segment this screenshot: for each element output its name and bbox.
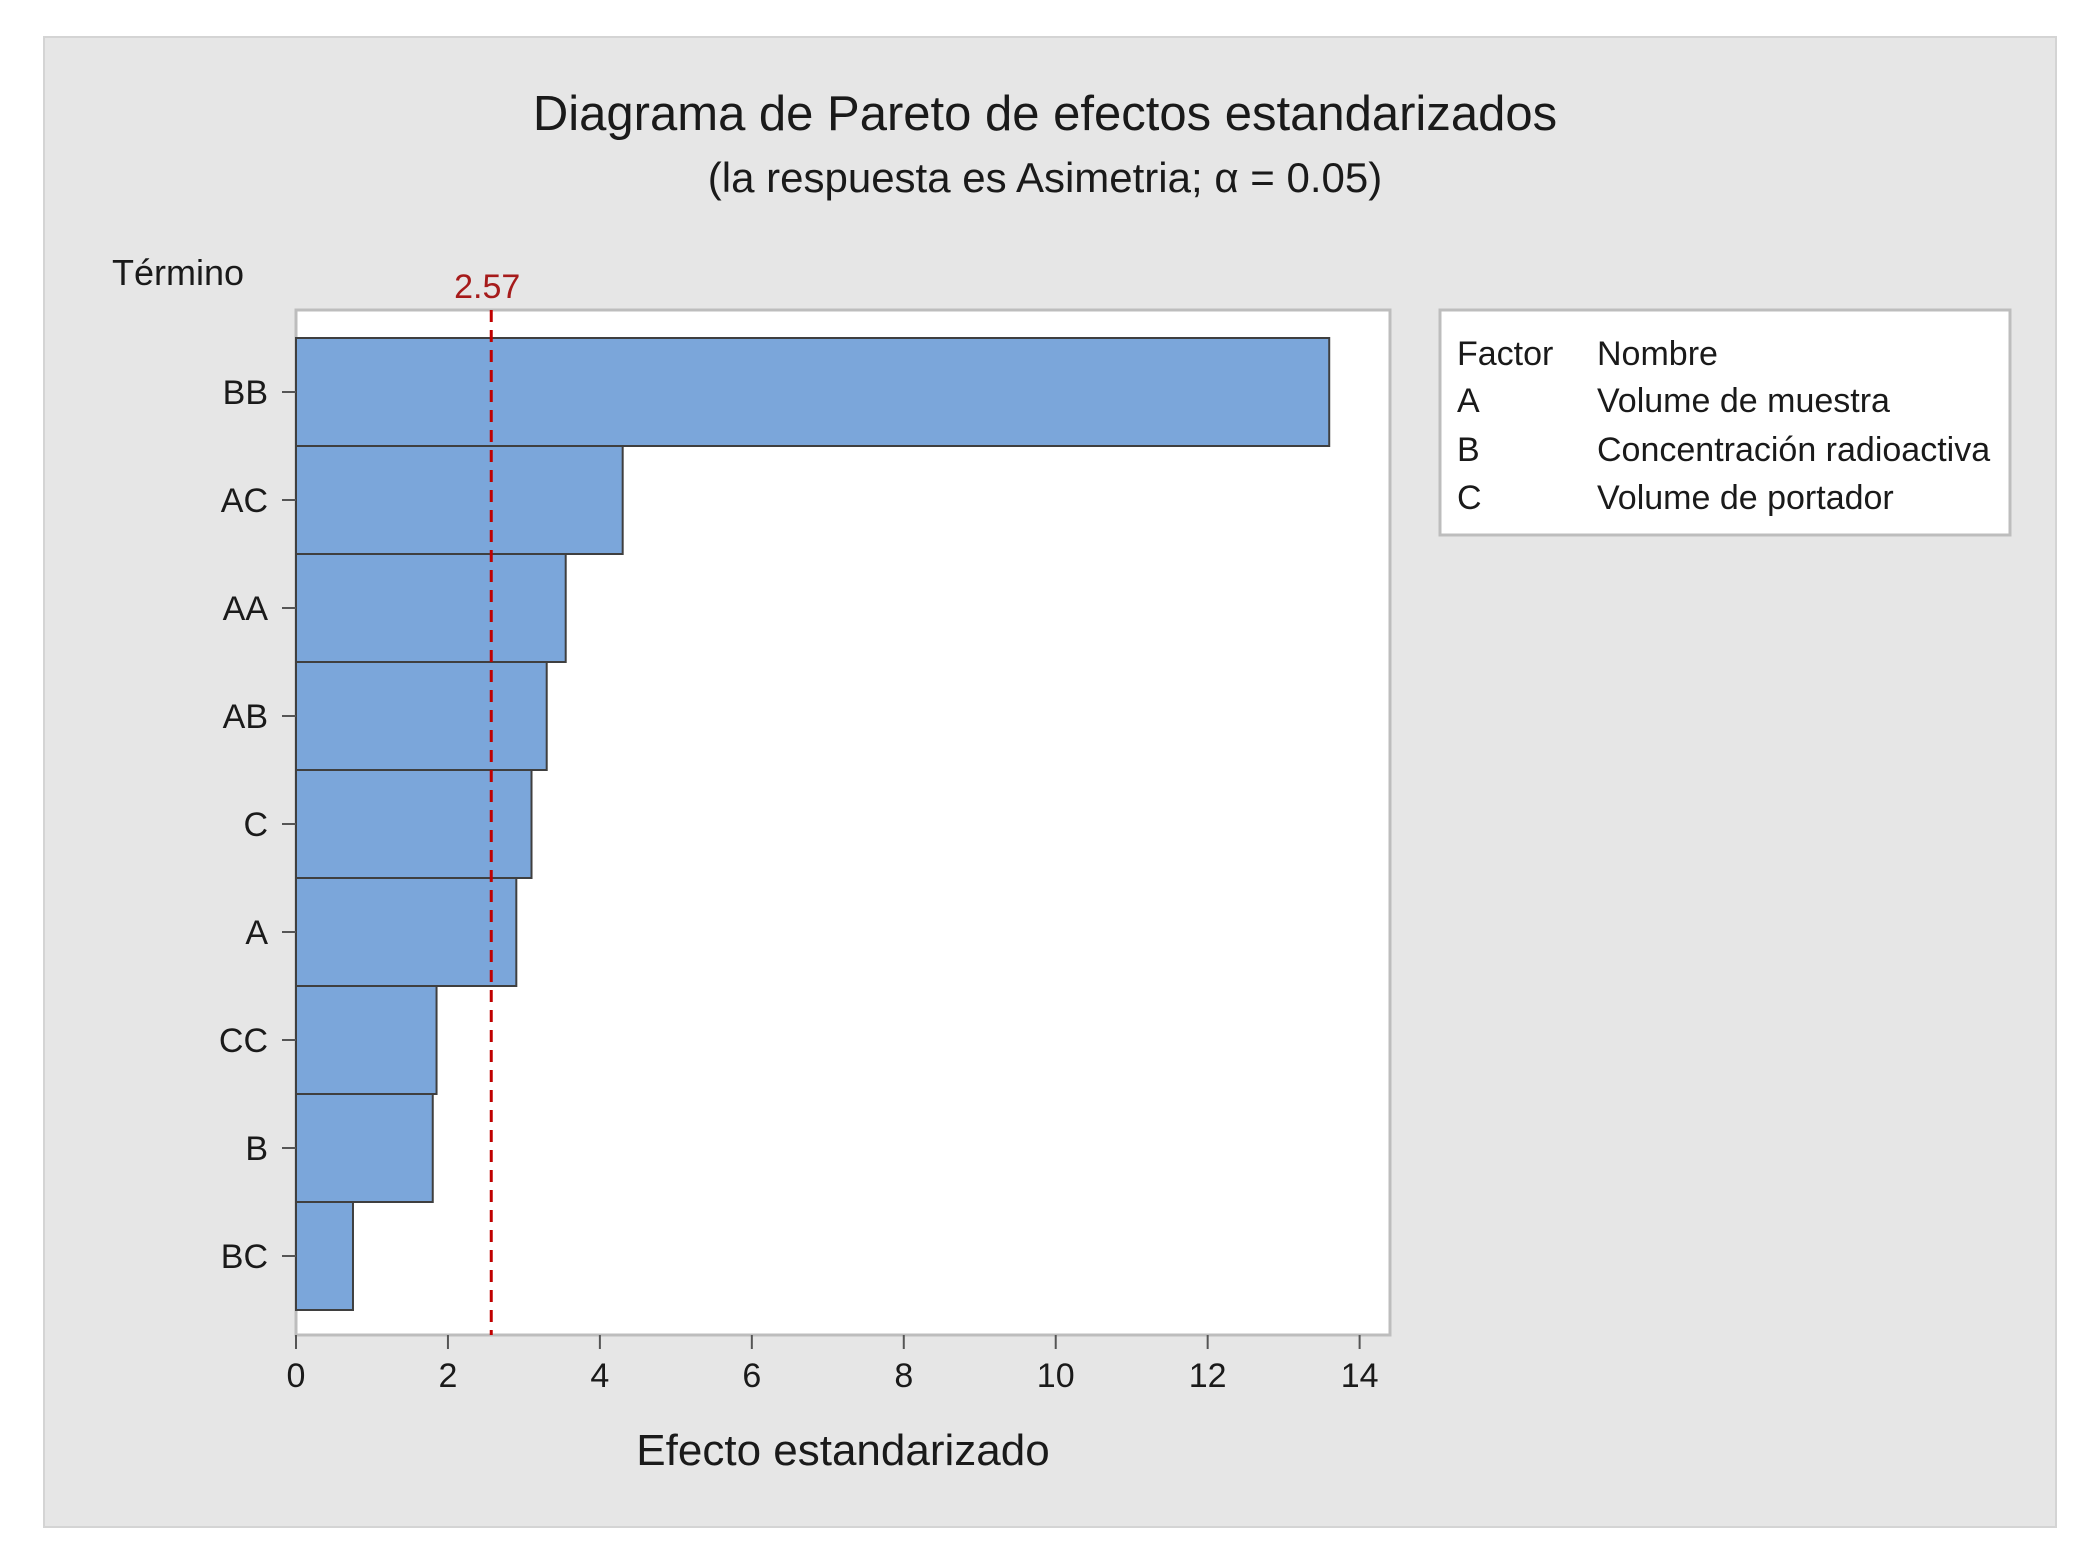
- legend-factor-a: A: [1457, 382, 1480, 420]
- x-ticks-layer: 0 2 4 6 8 10 12 14: [287, 1335, 1379, 1395]
- x-tick-label-14: 14: [1341, 1357, 1379, 1395]
- bar-c: [295, 769, 533, 879]
- x-tick-label-10: 10: [1037, 1357, 1075, 1395]
- y-tick-label-ab: AB: [223, 698, 268, 736]
- bar-cc: [295, 985, 438, 1095]
- y-tick-label-aa: AA: [223, 590, 269, 628]
- y-tick-label-a: A: [245, 914, 268, 952]
- x-tick-label-6: 6: [742, 1357, 761, 1395]
- bar-a: [295, 877, 518, 987]
- y-tick-label-bb: BB: [223, 374, 268, 412]
- chart-title: Diagrama de Pareto de efectos estandariz…: [533, 87, 1557, 141]
- y-tick-label-bc: BC: [221, 1238, 268, 1276]
- x-tick-label-0: 0: [287, 1357, 306, 1395]
- legend-factor-b: B: [1457, 431, 1480, 469]
- legend-header-factor: Factor: [1457, 335, 1553, 373]
- reference-line-label: 2.57: [454, 268, 520, 306]
- bar-bc: [295, 1201, 354, 1311]
- bar-bb: [295, 337, 1331, 447]
- bar-aa: [295, 553, 567, 663]
- legend-box: [1438, 308, 2012, 537]
- legend-name-b: Concentración radioactiva: [1597, 431, 1990, 469]
- x-axis-label: Efecto estandarizado: [636, 1426, 1049, 1475]
- legend-header-nombre: Nombre: [1597, 335, 1718, 373]
- y-tick-label-cc: CC: [219, 1022, 268, 1060]
- legend-name-c: Volume de portador: [1597, 479, 1894, 517]
- chart-subtitle: (la respuesta es Asimetria; α = 0.05): [708, 154, 1382, 201]
- y-axis-label: Término: [112, 252, 244, 293]
- bar-b: [295, 1093, 434, 1203]
- legend-name-a: Volume de muestra: [1597, 382, 1890, 420]
- bar-ac: [295, 445, 624, 555]
- legend-factor-c: C: [1457, 479, 1482, 517]
- y-tick-label-c: C: [243, 806, 268, 844]
- bar-ab: [295, 661, 548, 771]
- x-tick-label-8: 8: [894, 1357, 913, 1395]
- legend: Factor Nombre A Volume de muestra B Conc…: [1438, 308, 2012, 537]
- x-tick-label-12: 12: [1189, 1357, 1227, 1395]
- y-ticks-layer: BB AC AA AB C A CC B BC: [219, 374, 296, 1276]
- y-tick-label-b: B: [245, 1130, 268, 1168]
- x-tick-label-2: 2: [438, 1357, 457, 1395]
- x-tick-label-4: 4: [590, 1357, 609, 1395]
- y-tick-label-ac: AC: [221, 482, 268, 520]
